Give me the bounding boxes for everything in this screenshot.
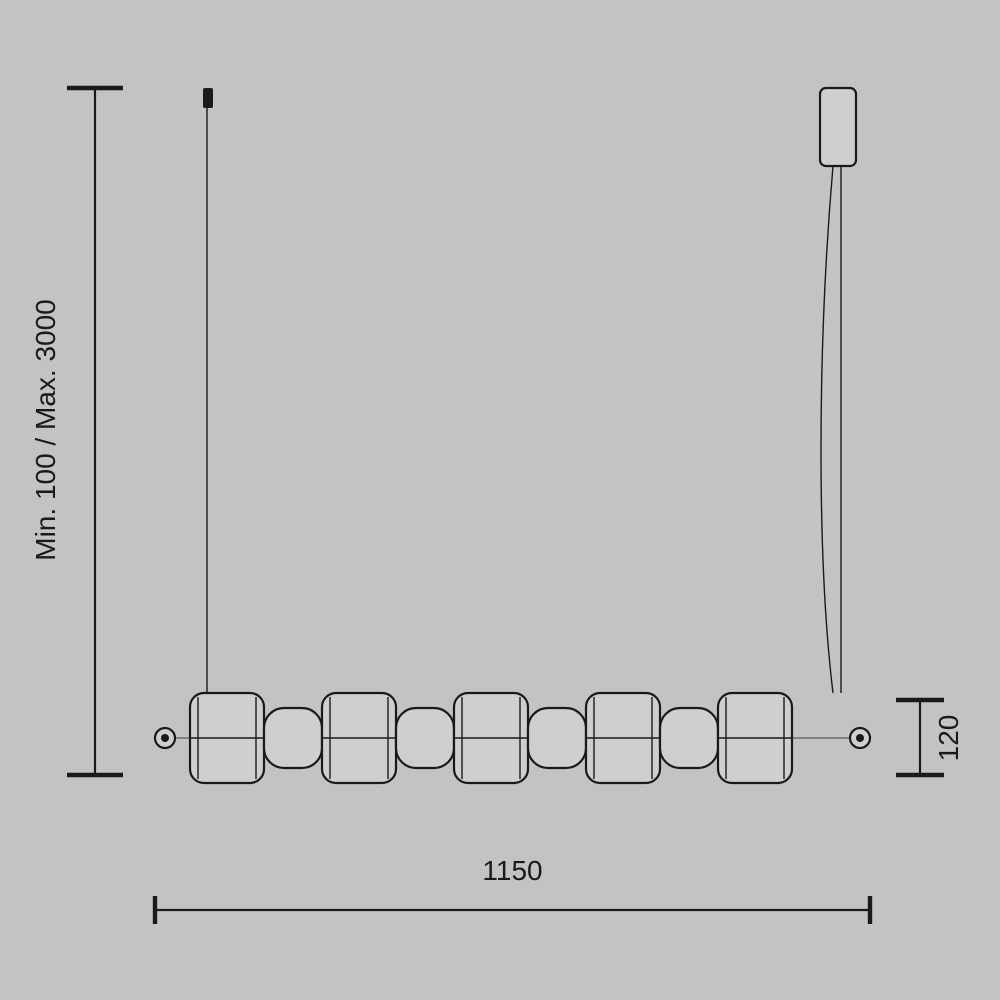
connector-module — [396, 708, 454, 768]
ceiling-tip-left — [203, 88, 213, 108]
connector-module — [660, 708, 718, 768]
connector-module — [264, 708, 322, 768]
ceiling-canopy — [820, 88, 856, 166]
connector-module — [528, 708, 586, 768]
bar-endcap-bolt — [161, 734, 169, 742]
technical-drawing: Min. 100 / Max. 3000 1150 120 — [0, 0, 1000, 1000]
dimension-label-120: 120 — [933, 715, 964, 762]
dimension-label-width: 1150 — [482, 855, 542, 886]
bar-endcap-bolt — [856, 734, 864, 742]
dimension-label-height: Min. 100 / Max. 3000 — [30, 299, 61, 560]
